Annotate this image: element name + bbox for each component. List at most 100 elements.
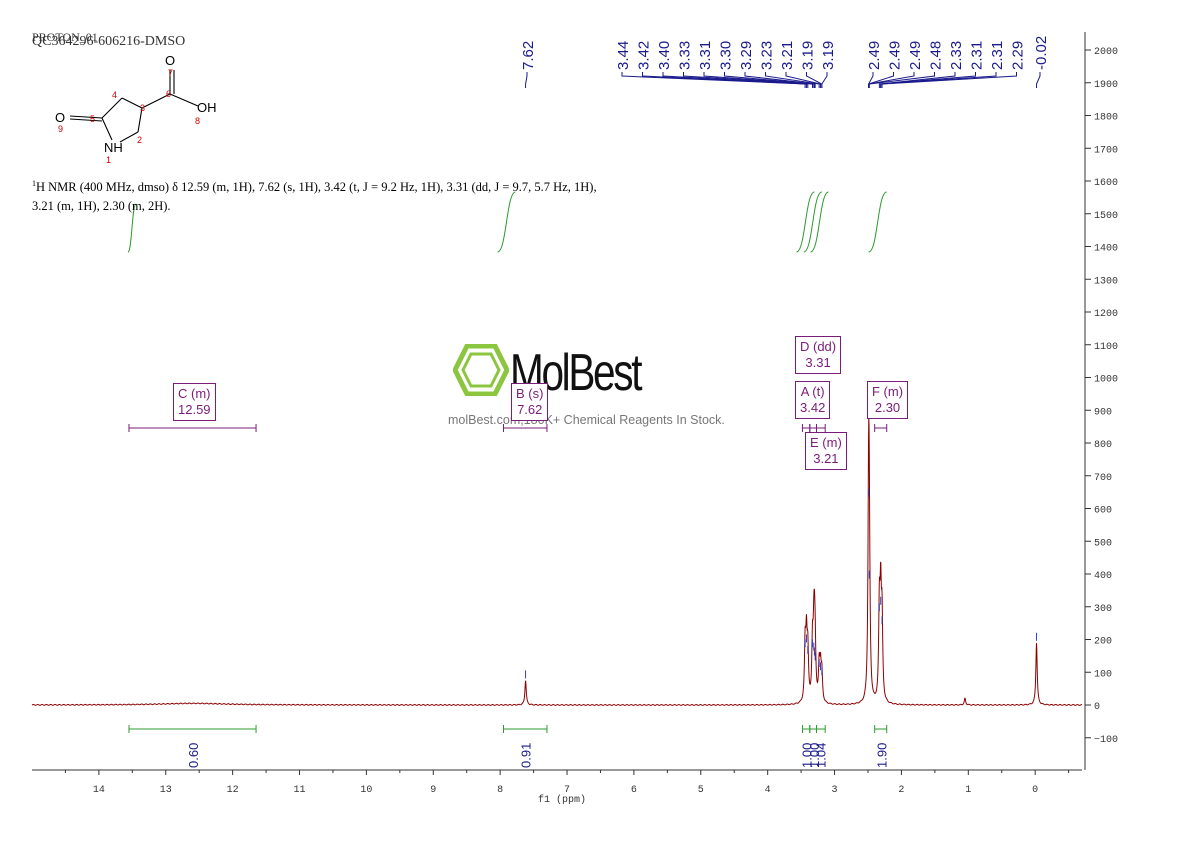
atom-number: 9 (58, 124, 63, 134)
multiplet-name: C (m) (178, 386, 211, 401)
y-tick-label: 200 (1094, 637, 1112, 648)
peak-label: 3.23 (759, 41, 776, 70)
integral-curve (497, 191, 516, 253)
y-tick-label: 400 (1094, 571, 1112, 582)
peak-label-leader (621, 72, 806, 88)
y-tick-label: 900 (1094, 407, 1112, 418)
multiplet-label: A (t) 3.42 (795, 381, 831, 419)
nucleus-superscript: 1 (32, 179, 36, 188)
atom-number: 2 (137, 135, 142, 145)
integral-value: 1.00 (799, 743, 814, 768)
multiplet-label: D (dd) 3.31 (795, 336, 842, 374)
atom-number: 4 (112, 90, 117, 100)
peak-label: 3.19 (820, 41, 837, 70)
peak-labels: 7.62 3.44 3.42 3.40 3.33 3.31 3.30 3.29 3.23 3.21… (520, 36, 1050, 88)
x-tick-label: 3 (832, 785, 838, 796)
x-tick-label: 12 (227, 785, 239, 796)
peak-label-leader (821, 72, 828, 88)
y-tick-label: 700 (1094, 473, 1112, 484)
peak-label: 7.62 (520, 41, 537, 70)
x-tick-label: 5 (698, 785, 704, 796)
multiplet-name: D (dd) (800, 339, 837, 354)
peak-label-leader (642, 72, 807, 88)
multiplet-name: A (t) (800, 384, 825, 399)
atom-number: 1 (106, 155, 111, 165)
y-tick-label: 1900 (1094, 80, 1118, 91)
multiplet-label: B (s) 7.62 (511, 383, 549, 421)
peak-label: 2.33 (948, 41, 965, 70)
atom-o9: O (55, 110, 65, 125)
atom-oh8: OH (197, 100, 217, 115)
y-tick-label: 1200 (1094, 309, 1118, 320)
x-tick-label: 9 (430, 785, 436, 796)
multiplet-label: F (m) 2.30 (867, 381, 909, 419)
spectrum-series-line (31, 416, 1083, 706)
x-tick-label: 4 (765, 785, 771, 796)
x-tick-label: 6 (631, 785, 637, 796)
nmr-description: 1H NMR (400 MHz, dmso) δ 12.59 (m, 1H), … (32, 174, 612, 216)
peak-label: 3.42 (636, 41, 653, 70)
chemical-structure: O OH O NH 1 2 3 4 5 6 7 8 9 (55, 53, 217, 165)
x-tick-label: 11 (294, 785, 306, 796)
peak-label: 3.21 (779, 41, 796, 70)
y-tick-label: 1000 (1094, 375, 1118, 386)
peak-label-leader (1036, 72, 1041, 88)
peak-label: 3.29 (738, 41, 755, 70)
y-tick-label: 100 (1094, 669, 1112, 680)
peak-label: 2.49 (907, 41, 924, 70)
y-tick-label: 1800 (1094, 113, 1118, 124)
x-tick-label: 0 (1032, 785, 1038, 796)
nmr-description-text: H NMR (400 MHz, dmso) δ 12.59 (m, 1H), 7… (32, 180, 597, 214)
peak-label: 3.40 (656, 41, 673, 70)
atom-nh1: NH (104, 140, 123, 155)
multiplet-shift: 3.42 (800, 400, 826, 415)
y-tick-label: 1300 (1094, 276, 1118, 287)
y-tick-label: 1600 (1094, 178, 1118, 189)
peak-label-leader (880, 72, 997, 88)
peak-label: 3.30 (718, 41, 735, 70)
multiplet-name: E (m) (810, 435, 842, 450)
peak-label-leader (744, 72, 816, 88)
integral-curve (795, 191, 815, 253)
integral-value: 1.00 (807, 743, 822, 768)
multiplet-shift: 12.59 (178, 402, 211, 417)
peak-label-leader (683, 72, 813, 88)
multiplet-shift: 3.31 (805, 355, 831, 370)
peak-label: -0.02 (1033, 36, 1050, 70)
integral-curve (810, 191, 829, 253)
y-tick-label: 300 (1094, 604, 1112, 615)
multiplet-name: B (s) (516, 386, 544, 401)
peak-label: 2.31 (969, 41, 986, 70)
y-tick-label: −100 (1094, 735, 1118, 746)
peak-label-leader (724, 72, 815, 88)
watermark-tagline: molBest.com,180K+ Chemical Reagents In S… (448, 413, 725, 427)
peak-label-leader (525, 72, 528, 88)
peak-label-leader (765, 72, 820, 88)
peak-label: 2.48 (928, 41, 945, 70)
atom-number: 3 (140, 103, 145, 113)
sample-id: QC364296-606216-DMSO (32, 34, 186, 49)
y-tick-label: 500 (1094, 538, 1112, 549)
x-tick-label: 1 (965, 785, 971, 796)
multiplet-label: E (m) 3.21 (805, 432, 847, 470)
y-tick-label: 600 (1094, 506, 1112, 517)
peak-label-leader (662, 72, 809, 88)
x-tick-label: 14 (93, 785, 105, 796)
peak-label-leader (785, 72, 822, 88)
multiplet-name: F (m) (872, 384, 904, 399)
integral-value: 1.04 (814, 743, 829, 768)
multiplet-shift: 3.21 (813, 451, 839, 466)
atom-number: 5 (90, 114, 95, 124)
y-tick-label: 0 (1094, 702, 1100, 713)
peak-label-leader (878, 72, 956, 88)
integral-value: 0.91 (519, 743, 534, 768)
y-tick-label: 1500 (1094, 211, 1118, 222)
peak-label: 2.31 (989, 41, 1006, 70)
integral-curve (868, 191, 888, 253)
atom-number: 6 (166, 89, 171, 99)
x-tick-label: 8 (497, 785, 503, 796)
peak-label: 2.49 (887, 41, 904, 70)
multiplet-label: C (m) 12.59 (173, 383, 216, 421)
peak-label: 3.31 (697, 41, 714, 70)
